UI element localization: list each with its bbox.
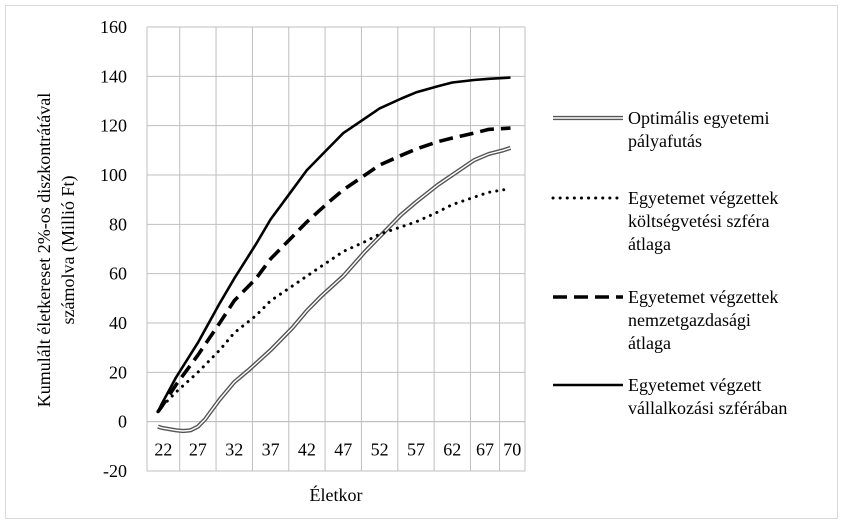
legend-item-3: Egyetemet végzettek nemzetgazdasági átlaga [553,287,778,353]
y-axis-label: Kumulált életkereset 2%-os diszkontrátáv… [34,93,79,407]
x-tick-label: 32 [225,440,243,460]
series-path [158,78,511,412]
legend-label: átlaga [628,234,671,254]
legend-label: Egyetemet végzettek [628,188,778,208]
y-tick-label: -20 [103,461,127,481]
y-tick-label: 160 [100,17,127,37]
grid-lines [147,27,525,471]
legend-label: Egyetemet végzettek [628,287,778,307]
legend-label: nemzetgazdasági [628,310,751,330]
y-tick-label: 120 [100,116,127,136]
x-tick-label: 47 [334,440,352,460]
legend-label: vállalkozási szférában [628,398,787,418]
legend-item-1: Optimális egyetemi pályafutás [553,108,769,151]
legend-label: pályafutás [628,131,702,151]
legend: Optimális egyetemi pályafutás Egyetemet vé… [553,108,787,418]
x-tick-label: 37 [262,440,280,460]
y-tick-label: 80 [109,214,127,234]
series-path [158,148,511,431]
x-tick-label: 70 [503,440,521,460]
y-tick-label: 20 [109,362,127,382]
y-tick-label: 100 [100,165,127,185]
series-line-1 [158,148,511,431]
series-path [158,189,511,412]
series-lines [158,78,511,431]
y-axis-label-line-2: számolva (Millió Ft) [58,176,79,325]
y-tick-label: 60 [109,264,127,284]
x-axis-ticks: 22 27 32 37 42 47 52 57 62 67 70 [154,440,521,460]
y-tick-label: 40 [109,313,127,333]
x-tick-label: 42 [298,440,316,460]
series-path [158,148,511,431]
x-tick-label: 27 [189,440,207,460]
y-tick-label: 140 [100,66,127,86]
series-line-4 [158,78,511,412]
y-tick-label: 0 [118,412,127,432]
x-tick-label: 52 [371,440,389,460]
x-tick-label: 62 [443,440,461,460]
legend-item-2: Egyetemet végzettek költségvetési szféra á… [553,188,778,254]
x-tick-label: 57 [407,440,425,460]
legend-label: Optimális egyetemi [628,108,769,128]
legend-label: átlaga [628,333,671,353]
x-tick-label: 67 [476,440,494,460]
y-axis-label-line-1: Kumulált életkereset 2%-os diszkontrátáv… [34,93,54,407]
series-line-2 [158,189,511,412]
x-axis-label: Életkor [310,484,363,505]
y-axis-ticks: -20 0 20 40 60 80 100 120 140 160 [100,17,127,481]
legend-item-4: Egyetemet végzett vállalkozási szférában [553,375,787,418]
legend-label: költségvetési szféra [628,211,769,231]
x-tick-label: 22 [154,440,172,460]
legend-label: Egyetemet végzett [628,375,761,395]
